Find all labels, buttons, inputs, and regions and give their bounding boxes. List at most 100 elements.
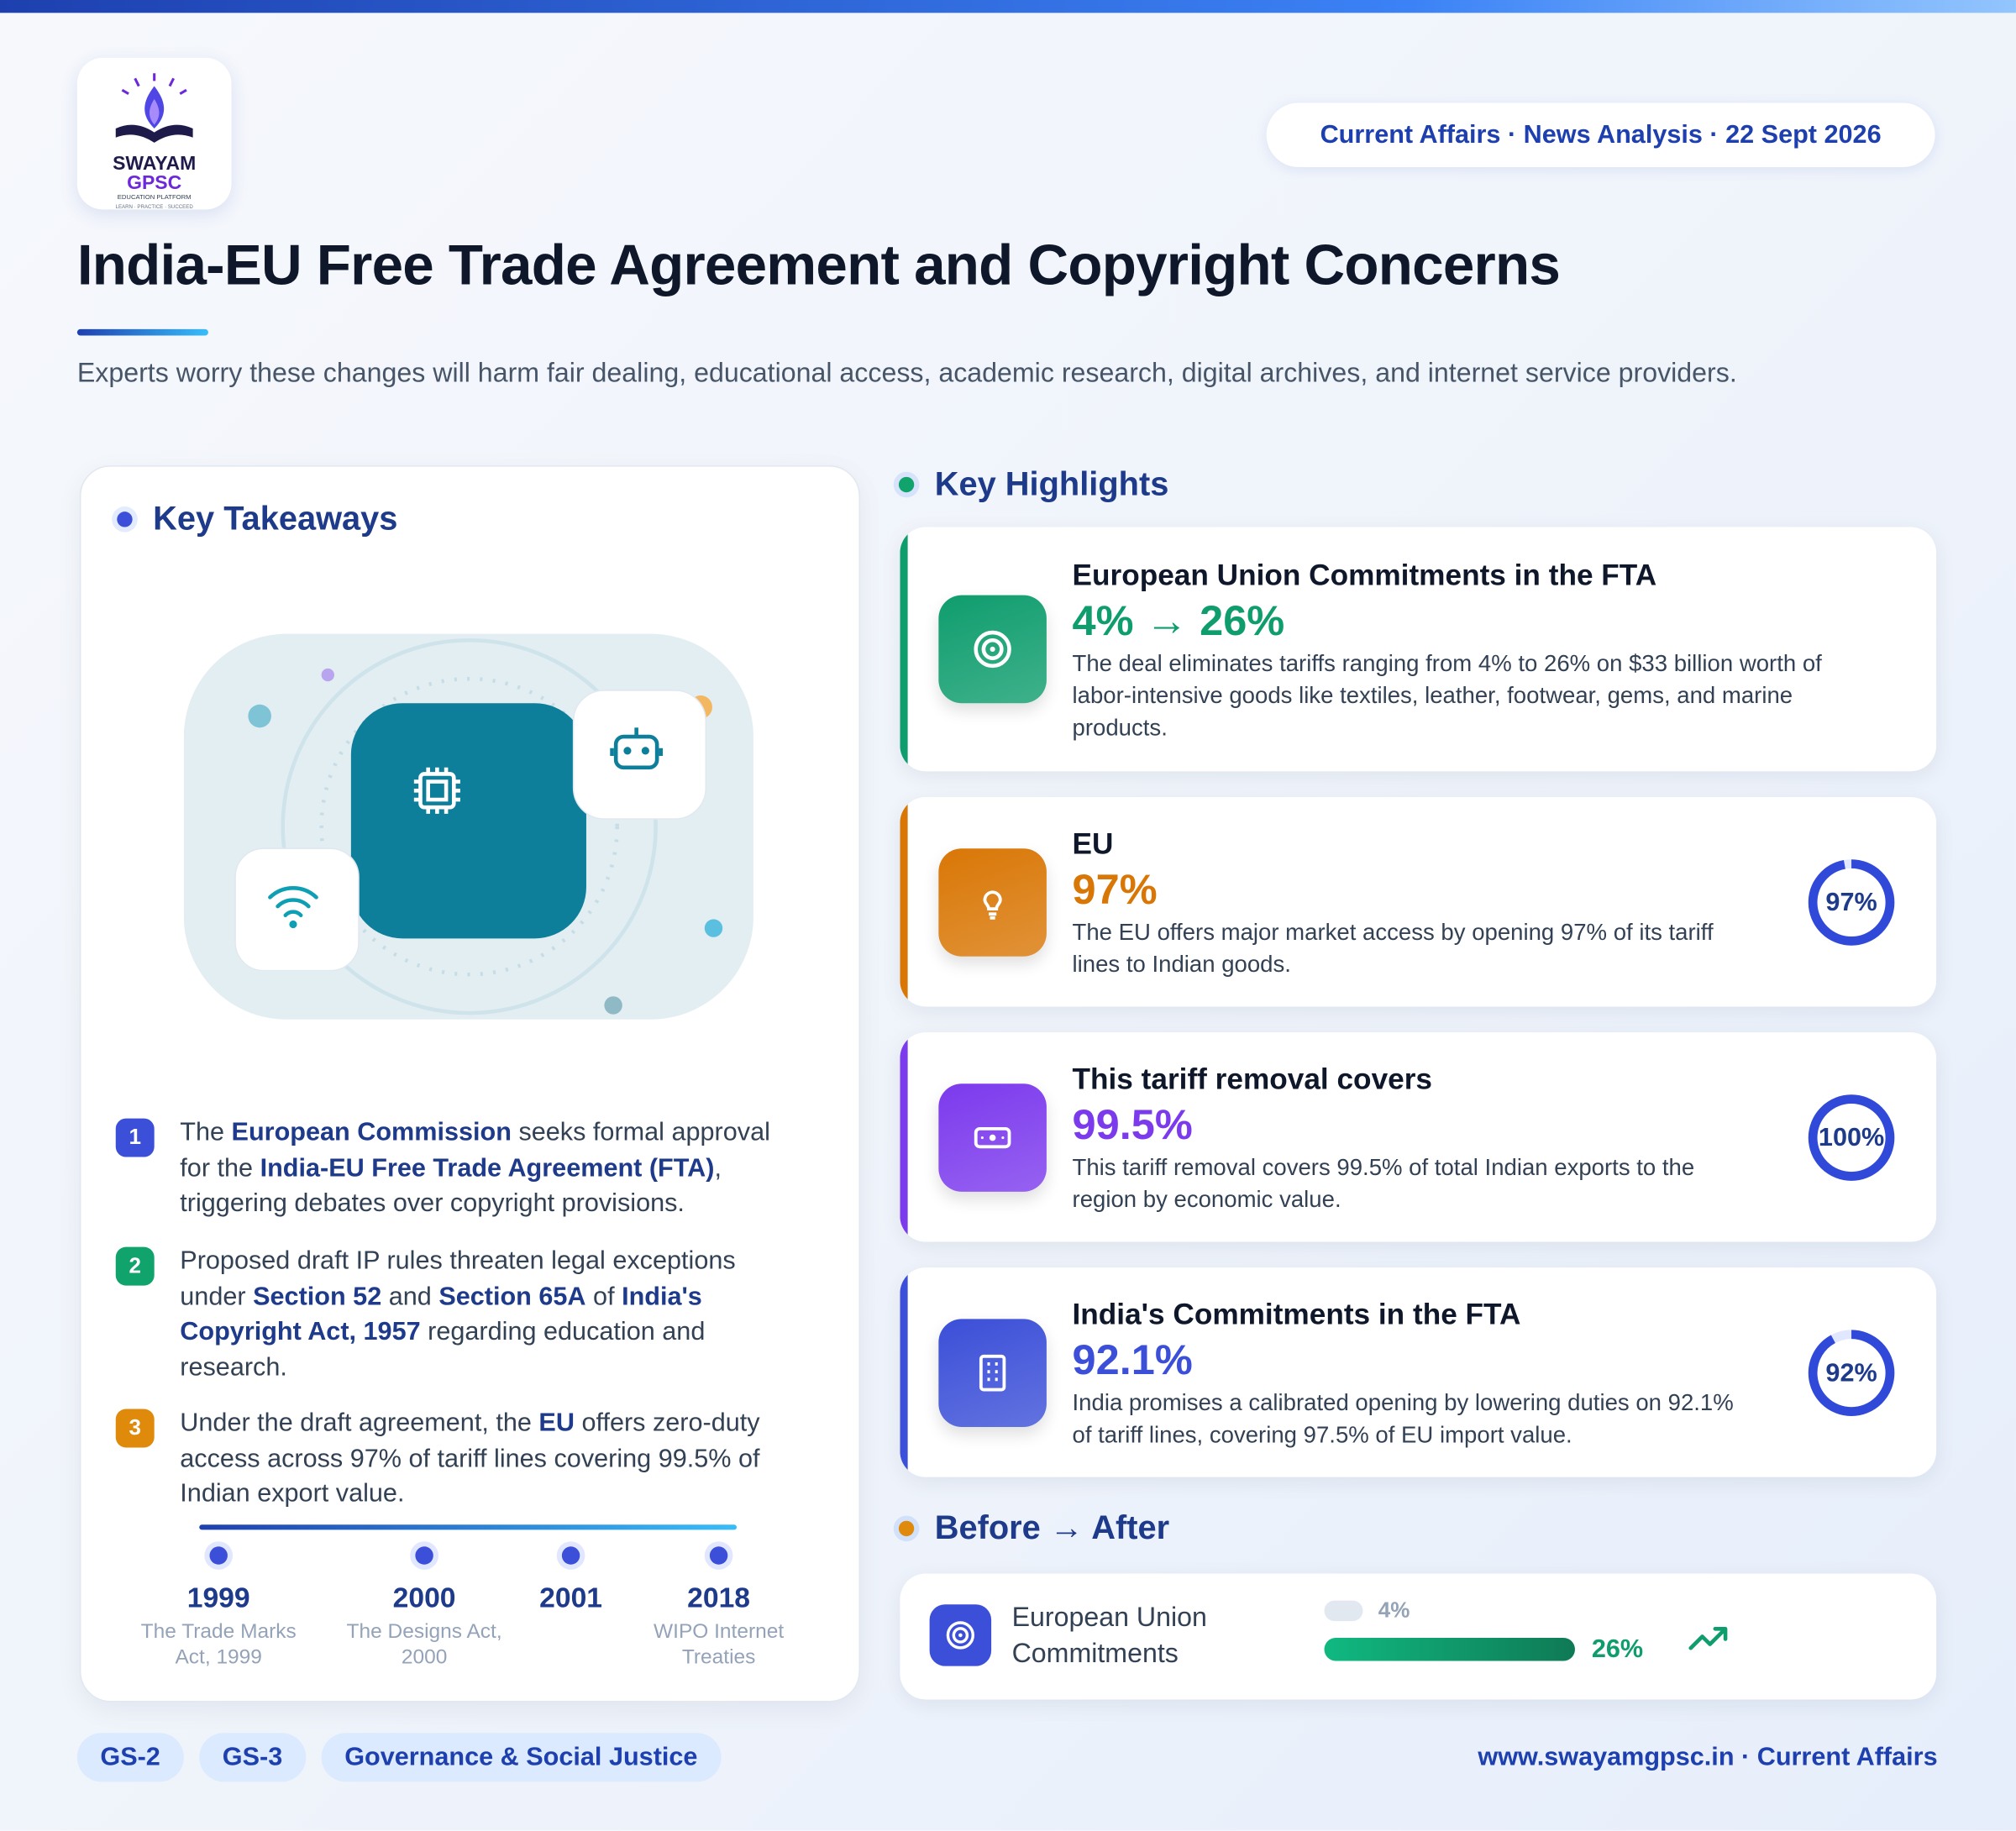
card-stat: 97% — [1072, 864, 1158, 912]
timeline-label: The Trade Marks Act, 1999 — [140, 1621, 297, 1669]
footer-url: www.swayamgpsc.in · Current Affairs — [1478, 1743, 1938, 1772]
logo-text: GPSC — [127, 172, 182, 195]
emphasis: Section 52 — [253, 1282, 382, 1311]
icon-glyph — [974, 630, 1011, 669]
logo-text: EDUCATION PLATFORM — [117, 194, 192, 202]
card-accent — [900, 527, 908, 772]
ring-gauge: 92% — [1808, 1329, 1895, 1416]
timeline-label: The Designs Act, 2000 — [346, 1621, 502, 1669]
text-segment: , triggering debates over copyright prov… — [180, 1153, 722, 1218]
illustration — [183, 633, 753, 1020]
timeline-entry: 2001 — [480, 1582, 660, 1615]
card-icon — [938, 595, 1047, 704]
text-segment: and — [381, 1282, 439, 1311]
card-text: India promises a calibrated opening by l… — [1072, 1388, 1734, 1447]
heading-dot — [898, 476, 915, 493]
ring-gauge: 100% — [1808, 1094, 1895, 1181]
item-number: 1 — [115, 1118, 155, 1157]
item-text: Under the draft agreement, the EU offers… — [180, 1406, 797, 1512]
card-icon — [938, 1318, 1047, 1427]
card-icon — [938, 1083, 1047, 1192]
text-segment: offers zero-duty access across 97% of ta… — [180, 1409, 760, 1508]
section-heading: Key Takeaways — [153, 498, 398, 538]
title: India-EU Free Trade Agreement and Copyri… — [76, 233, 1561, 297]
card-body: India's Commitments in the FTA 92.1% India… — [1073, 1294, 1793, 1451]
top-bar — [0, 0, 2016, 13]
timeline-dot — [709, 1546, 728, 1565]
text-segment: of — [585, 1282, 622, 1311]
topic-tag: GS-3 — [199, 1733, 306, 1782]
row-label: European Union Commitments — [1011, 1603, 1207, 1669]
card-title: EU — [1072, 826, 1114, 860]
text-segment: regarding education and research. — [180, 1317, 706, 1382]
highlight-card: This tariff removal covers 99.5% This tari… — [900, 1032, 1937, 1242]
emphasis: India's Copyright Act, 1957 — [180, 1282, 702, 1346]
text-segment: Under the draft agreement, the — [180, 1409, 539, 1438]
logo-text: SWAYAM — [113, 153, 197, 176]
topic-tag: GS-2 — [76, 1733, 184, 1782]
card-title: This tariff removal covers — [1072, 1061, 1433, 1095]
timeline-line — [199, 1524, 738, 1530]
card-icon — [938, 847, 1047, 957]
item-number: 3 — [115, 1409, 155, 1448]
timeline-year: 2018 — [687, 1581, 751, 1613]
text-segment: seeks formal approval for the — [180, 1118, 770, 1183]
trend-icon — [1688, 1626, 1728, 1650]
card-accent — [900, 1032, 908, 1242]
after-label: 26% — [1591, 1634, 1644, 1664]
timeline-entry: 2000 The Designs Act, 2000 — [334, 1582, 514, 1671]
row-icon — [929, 1604, 992, 1666]
card-text: This tariff removal covers 99.5% of tota… — [1072, 1153, 1695, 1212]
takeaway-item: 2 Proposed draft IP rules threaten legal … — [115, 1245, 797, 1386]
section-heading: Before → After — [934, 1508, 1170, 1547]
after-bar — [1324, 1637, 1575, 1661]
card-stat: 99.5% — [1072, 1099, 1193, 1148]
emphasis: Section 65A — [438, 1282, 586, 1311]
timeline-entry: 1999 The Trade Marks Act, 1999 — [129, 1582, 308, 1671]
logo: SWAYAM GPSC EDUCATION PLATFORM LEARN · P… — [76, 57, 232, 210]
icon-glyph — [983, 889, 1002, 919]
card-body: European Union Commitments in the FTA 4% … — [1073, 554, 1898, 743]
before-bar — [1324, 1600, 1363, 1622]
card-stat: 92.1% — [1072, 1335, 1193, 1383]
card-body: EU 97% The EU offers major market access b… — [1073, 823, 1793, 980]
icon-glyph — [946, 1621, 975, 1650]
title-underline — [76, 328, 208, 336]
ring-label: 92% — [1825, 1358, 1877, 1387]
before-label: 4% — [1378, 1598, 1410, 1623]
subtitle: Experts worry these changes will harm fa… — [76, 359, 1737, 389]
item-text: Proposed draft IP rules threaten legal e… — [180, 1245, 797, 1386]
date-badge: Current Affairs · News Analysis · 22 Sep… — [1266, 102, 1935, 167]
card-stat: 4% → 26% — [1072, 595, 1285, 644]
takeaway-item: 1 The European Commission seeks formal ap… — [115, 1116, 797, 1222]
ring-arc — [1808, 1329, 1895, 1416]
ring-arc — [1808, 1094, 1895, 1181]
timeline-label: WIPO Internet Treaties — [654, 1621, 785, 1669]
logo-text: LEARN · PRACTICE · SUCCEED — [115, 202, 193, 210]
takeaway-item: 3 Under the draft agreement, the EU offer… — [115, 1406, 797, 1512]
ring-label: 97% — [1825, 887, 1877, 916]
text-segment: Proposed draft IP rules threaten legal e… — [180, 1246, 736, 1311]
card-text: The EU offers major market access by ope… — [1072, 918, 1714, 977]
timeline-year: 2001 — [539, 1581, 603, 1613]
heading-dot — [898, 1520, 915, 1537]
emphasis: India-EU Free Trade Agreement (FTA) — [260, 1153, 715, 1183]
ring-label: 100% — [1819, 1122, 1884, 1151]
topic-tag: Governance & Social Justice — [321, 1733, 721, 1782]
card-body: This tariff removal covers 99.5% This tari… — [1073, 1058, 1793, 1215]
timeline-dot — [209, 1546, 228, 1565]
icon-glyph — [979, 1354, 1006, 1391]
timeline-entry: 2018 WIPO Internet Treaties — [628, 1582, 808, 1671]
ring-gauge: 97% — [1808, 858, 1895, 945]
text-segment: The — [180, 1118, 232, 1147]
icon-glyph — [974, 1126, 1011, 1148]
card-text: The deal eliminates tariffs ranging from… — [1072, 649, 1822, 740]
section-heading: Key Highlights — [934, 464, 1169, 503]
timeline-dot — [561, 1546, 580, 1565]
before-after-card — [900, 1573, 1937, 1700]
highlight-card: India's Commitments in the FTA 92.1% India… — [900, 1267, 1937, 1477]
timeline-year: 1999 — [186, 1581, 250, 1613]
card-accent — [900, 796, 908, 1007]
